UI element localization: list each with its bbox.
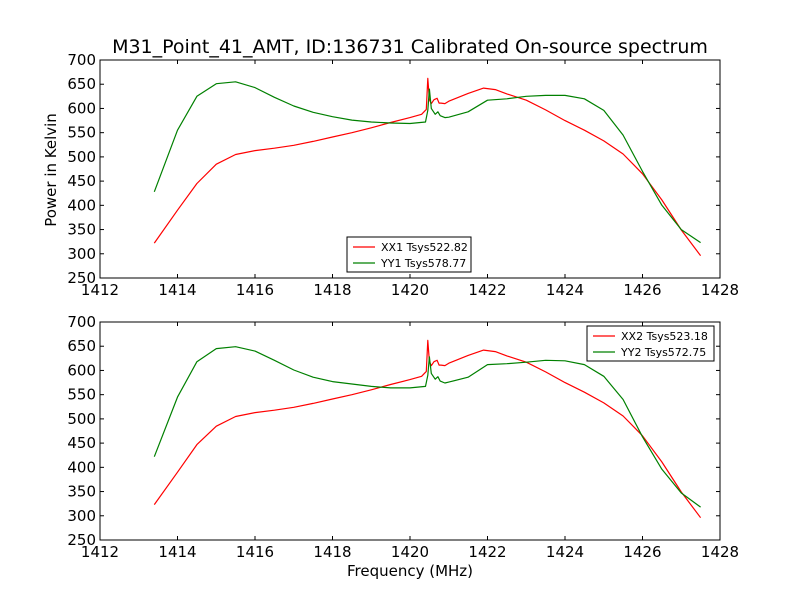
top-y-tick-label: 550 <box>67 124 96 142</box>
bottom-x-tick-label: 1416 <box>236 543 274 561</box>
bottom-x-tick-label: 1422 <box>468 543 506 561</box>
bottom-x-tick-label: 1412 <box>81 543 119 561</box>
top-legend-box <box>346 236 472 273</box>
bottom-y-tick-label: 300 <box>67 507 96 525</box>
top-x-tick-label: 1412 <box>81 281 119 299</box>
bottom-y-tick-label: 600 <box>67 361 96 379</box>
bottom-legend-label-2: YY2 Tsys572.75 <box>620 346 706 359</box>
top-y-tick-label: 250 <box>67 269 96 287</box>
bottom-y-tick-label: 650 <box>67 337 96 355</box>
bottom-x-tick-label: 1426 <box>623 543 661 561</box>
bottom-y-tick-label: 400 <box>67 458 96 476</box>
top-y-tick-label: 350 <box>67 221 96 239</box>
top-x-tick-label: 1420 <box>391 281 429 299</box>
top-y-tick-label: 500 <box>67 148 96 166</box>
top-y-tick-label: 650 <box>67 75 96 93</box>
bottom-legend-box <box>586 325 715 362</box>
top-y-tick-label: 600 <box>67 99 96 117</box>
bottom-y-tick-label: 500 <box>67 410 96 428</box>
top-x-tick-label: 1428 <box>701 281 739 299</box>
top-series-line-2 <box>153 81 701 244</box>
top-y-tick-label: 700 <box>67 51 96 69</box>
top-x-tick-label: 1424 <box>546 281 584 299</box>
bottom-series-line-2 <box>153 346 701 508</box>
bottom-series-line-1 <box>153 339 702 519</box>
bottom-y-tick-label: 700 <box>67 313 96 331</box>
top-legend-label-2: YY1 Tsys578.77 <box>380 257 466 270</box>
bottom-y-tick-label: 350 <box>67 483 96 501</box>
bottom-y-tick-label: 550 <box>67 386 96 404</box>
bottom-x-tick-label: 1418 <box>313 543 351 561</box>
top-x-tick-label: 1418 <box>313 281 351 299</box>
bottom-x-tick-label: 1420 <box>391 543 429 561</box>
bottom-legend-label-1: XX2 Tsys523.18 <box>621 330 708 343</box>
top-legend-label-1: XX1 Tsys522.82 <box>381 241 468 254</box>
bottom-panel: 1412 1414 1416 1418 1420 1422 1424 1426 1428 250 3… <box>67 313 739 561</box>
top-x-tick-label: 1422 <box>468 281 506 299</box>
top-y-tick-label: 300 <box>67 245 96 263</box>
top-y-tick-label: 400 <box>67 196 96 214</box>
top-x-tick-label: 1416 <box>236 281 274 299</box>
top-x-tick-label: 1426 <box>623 281 661 299</box>
top-x-tick-label: 1414 <box>158 281 196 299</box>
top-series-line-1 <box>153 77 702 257</box>
y-axis-title: Power in Kelvin <box>42 113 60 227</box>
bottom-y-tick-label: 450 <box>67 434 96 452</box>
top-y-tick-label: 450 <box>67 172 96 190</box>
x-axis-title: Frequency (MHz) <box>347 562 473 580</box>
top-panel: 1412 1414 1416 1418 1420 1422 1424 1426 1428 250 3… <box>67 51 739 299</box>
bottom-x-tick-label: 1424 <box>546 543 584 561</box>
bottom-x-tick-label: 1414 <box>158 543 196 561</box>
figure-title: M31_Point_41_AMT, ID:136731 Calibrated O… <box>112 36 708 58</box>
bottom-x-tick-label: 1428 <box>701 543 739 561</box>
bottom-y-tick-label: 250 <box>67 531 96 549</box>
